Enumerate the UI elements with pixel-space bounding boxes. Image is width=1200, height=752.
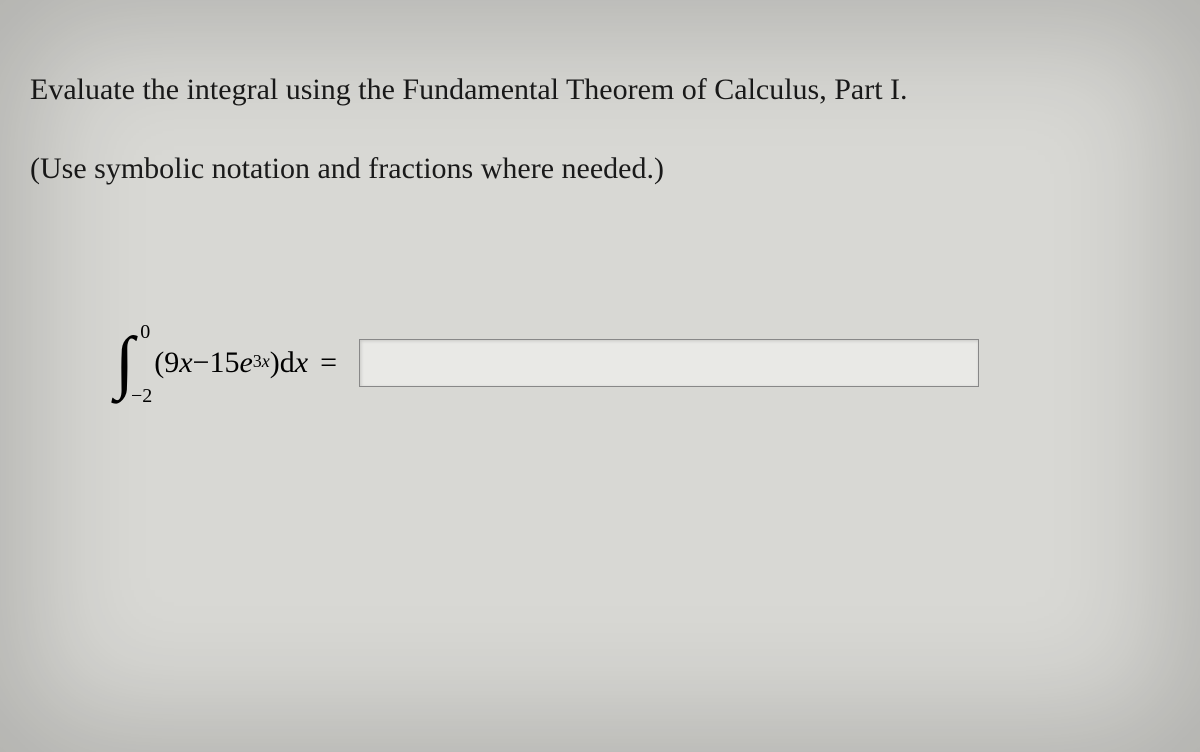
open-paren: ( xyxy=(154,346,164,380)
instruction-main: Evaluate the integral using the Fundamen… xyxy=(30,70,1170,109)
differential-d: d xyxy=(280,346,295,380)
instruction-sub: (Use symbolic notation and fractions whe… xyxy=(30,149,1170,188)
term1-coef: 9 xyxy=(164,346,179,380)
term2-coef: 15 xyxy=(209,346,239,380)
minus-operator: − xyxy=(193,346,210,380)
equation-row: ∫ 0 −2 ( 9x − 15e3x ) dx = xyxy=(115,328,1170,398)
lower-limit: −2 xyxy=(131,386,152,406)
answer-input[interactable] xyxy=(359,339,979,387)
term2-exp-coef: 3 xyxy=(253,351,262,371)
integral-expression: ∫ 0 −2 ( 9x − 15e3x ) dx = xyxy=(115,328,337,398)
term2-exp-var: x xyxy=(262,351,270,371)
differential-var: x xyxy=(295,346,308,380)
integral-symbol: ∫ 0 −2 xyxy=(115,328,134,398)
term1-var: x xyxy=(179,346,192,380)
equals-sign: = xyxy=(320,346,337,380)
term2-base: e xyxy=(239,346,252,380)
close-paren: ) xyxy=(270,346,280,380)
integrand: ( 9x − 15e3x ) dx = xyxy=(154,346,337,380)
upper-limit: 0 xyxy=(140,322,150,342)
term2-exponent: 3x xyxy=(253,351,270,372)
